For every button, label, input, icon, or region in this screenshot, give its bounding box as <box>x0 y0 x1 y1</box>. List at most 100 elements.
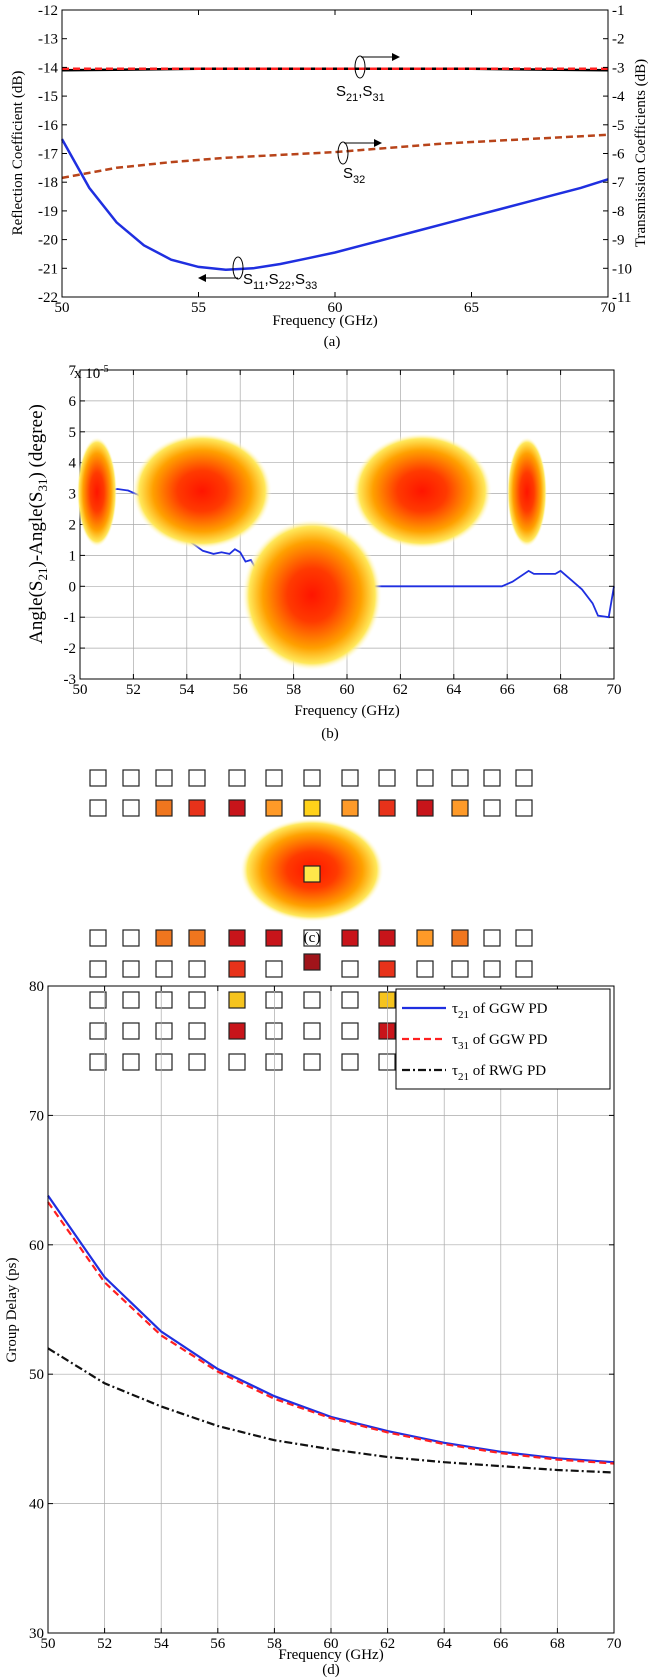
x-tick-label: 60 <box>328 300 343 316</box>
chart-a-caption: (a) <box>324 334 341 350</box>
y-tick-label: -1 <box>64 610 77 626</box>
pin-cell <box>89 960 107 978</box>
pin-cell <box>341 1053 359 1071</box>
x-tick-label: 54 <box>179 682 195 698</box>
x-tick-label: 64 <box>446 682 462 698</box>
x-tick-label: 66 <box>493 1636 509 1652</box>
pin-cell <box>303 1022 321 1040</box>
y-tick-label: 0 <box>69 579 77 595</box>
pin-cell <box>155 1022 173 1040</box>
pin-cell <box>228 769 246 787</box>
pin-cell <box>341 769 359 787</box>
y-right-tick-label: -7 <box>612 175 625 191</box>
x-tick-label: 66 <box>500 682 516 698</box>
chart-d-legend: τ21 of GGW PD τ31 of GGW PD τ21 of RWG PD <box>395 988 611 1090</box>
pin-cell <box>378 929 396 947</box>
annotation-s32: S32 <box>337 139 382 186</box>
pin-cell <box>416 769 434 787</box>
pin-cell <box>451 769 469 787</box>
chart-b-ylabel: Angle(S21)-Angle(S31) (degree) <box>26 404 50 644</box>
chart-d-ticks: 50 52 54 56 58 60 62 64 66 68 70 30 40 50 60 70 80 <box>29 979 622 1652</box>
y-tick-label: 6 <box>69 394 77 410</box>
pin-cell <box>228 1022 246 1040</box>
y-right-tick-label: -3 <box>612 60 625 76</box>
chart-b-xlabel: Frequency (GHz) <box>294 703 399 719</box>
y-tick-label: -15 <box>38 89 58 105</box>
series-line-3 <box>47 1347 615 1474</box>
x-tick-label: 68 <box>550 1636 565 1652</box>
x-tick-label: 52 <box>97 1636 112 1652</box>
series-line-4 <box>61 133 609 180</box>
y-tick-label: 3 <box>69 487 77 503</box>
pin-cell <box>122 1053 140 1071</box>
legend-label-1: τ21 of GGW PD <box>452 1001 548 1021</box>
pin-cell <box>122 929 140 947</box>
x-tick-label: 52 <box>126 682 141 698</box>
pin-cell <box>515 929 533 947</box>
pin-cell <box>451 799 469 817</box>
y-tick-label: -13 <box>38 32 58 48</box>
pin-cell <box>122 960 140 978</box>
y-tick-label: -2 <box>64 641 77 657</box>
pin-cell <box>416 799 434 817</box>
x-tick-label: 70 <box>607 682 622 698</box>
pin-cell <box>155 799 173 817</box>
pin-cell <box>228 960 246 978</box>
pin-cell <box>228 799 246 817</box>
pin-cell <box>515 960 533 978</box>
x-tick-label: 58 <box>286 682 301 698</box>
y-right-tick-label: -5 <box>612 118 625 134</box>
pin-cell <box>341 929 359 947</box>
pin-cell <box>228 1053 246 1071</box>
pin-cell <box>303 769 321 787</box>
annotation-s21-s31: S21,S31 <box>336 53 400 104</box>
svg-text:S32: S32 <box>343 165 365 186</box>
chart-a-frame <box>61 9 609 298</box>
chart-a-xlabel: Frequency (GHz) <box>272 313 377 329</box>
chart-b-caption: (b) <box>321 726 339 742</box>
y-tick-label: 2 <box>69 518 77 534</box>
y-tick-label: -14 <box>38 60 58 76</box>
chart-a-ylabel-right: Transmission Coefficients (dB) <box>633 59 649 247</box>
chart-a-series <box>60 67 609 271</box>
svg-text:S21,S31: S21,S31 <box>336 83 385 104</box>
pin-cell <box>155 929 173 947</box>
y-tick-label: 40 <box>29 1497 44 1513</box>
pin-cell <box>188 1022 206 1040</box>
pin-cell <box>155 1053 173 1071</box>
pin-cell <box>483 929 501 947</box>
x-tick-label: 70 <box>601 300 616 316</box>
pin-cell <box>265 1022 283 1040</box>
series-line-2 <box>47 1201 615 1465</box>
pin-cell <box>303 1053 321 1071</box>
pin-cell <box>155 960 173 978</box>
pin-cell <box>228 929 246 947</box>
chart-d-grid <box>48 986 614 1633</box>
x-tick-label: 60 <box>324 1636 339 1652</box>
pin-cell <box>378 799 396 817</box>
pin-cell <box>228 991 246 1009</box>
pin-cell <box>89 991 107 1009</box>
pin-cell <box>155 769 173 787</box>
y-tick-label: 4 <box>69 456 77 472</box>
pin-cell <box>188 799 206 817</box>
y-right-tick-label: -10 <box>612 261 632 277</box>
pin-cell <box>122 799 140 817</box>
chart-d-ylabel: Group Delay (ps) <box>4 1258 20 1363</box>
pin-cell <box>188 991 206 1009</box>
y-tick-label: 1 <box>69 548 77 564</box>
series-line-1 <box>47 1194 615 1464</box>
x-tick-label: 55 <box>191 300 206 316</box>
field-blobs <box>77 433 547 922</box>
pin-cell <box>378 991 396 1009</box>
x-tick-label: 65 <box>464 300 479 316</box>
pin-cell <box>416 929 434 947</box>
x-tick-label: 50 <box>73 682 88 698</box>
y-tick-label: 50 <box>29 1367 44 1383</box>
x-tick-label: 68 <box>553 682 568 698</box>
pin-cell <box>188 960 206 978</box>
pin-cell <box>122 991 140 1009</box>
pin-cell <box>378 960 396 978</box>
legend-label-2: τ31 of GGW PD <box>452 1032 548 1052</box>
